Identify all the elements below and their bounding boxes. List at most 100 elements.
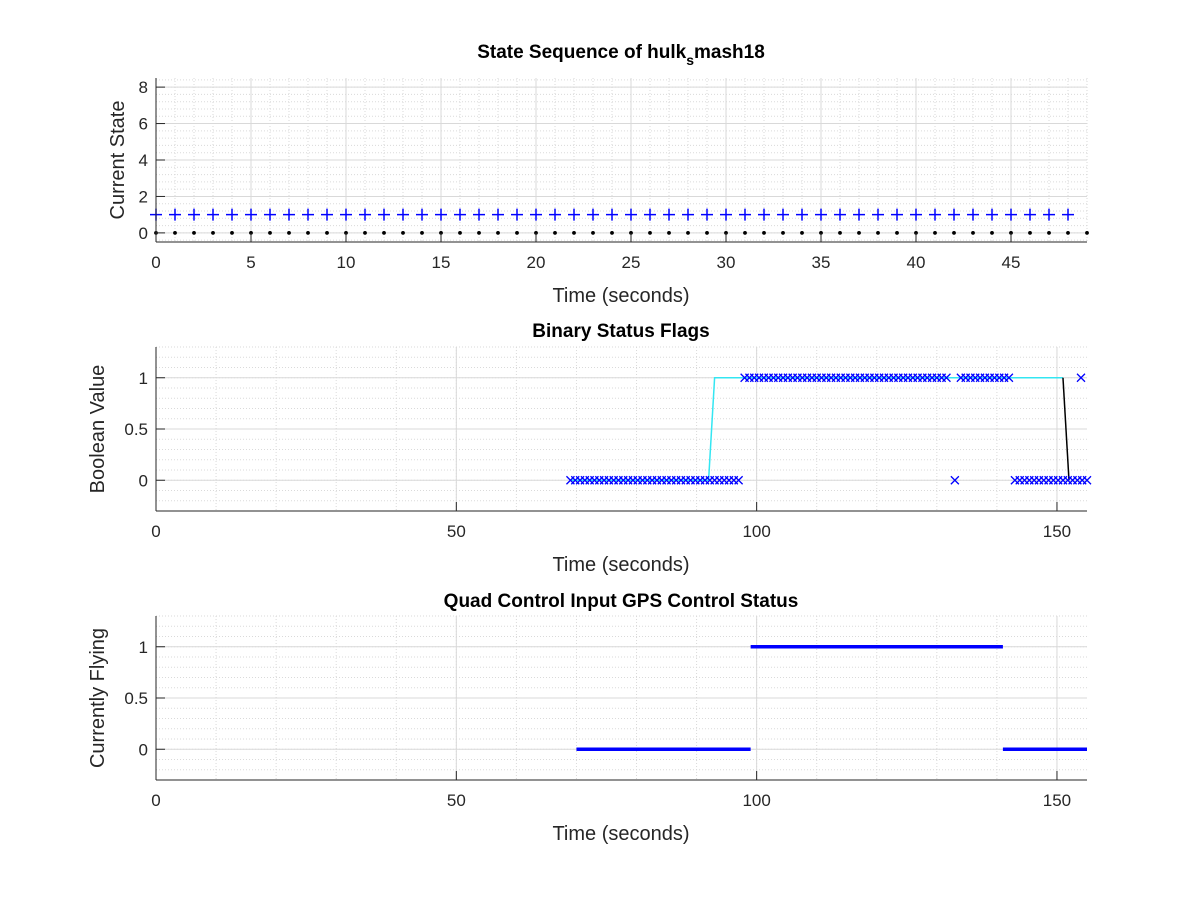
subplot-1-series-2-dot-marker [249, 230, 253, 235]
subplot-1-series-2-dot-marker [876, 230, 880, 235]
subplot-1-series-1-plus-marker [853, 208, 865, 221]
subplot-1-series-2-dot-marker [895, 230, 899, 235]
subplot-1-series-1-plus-marker [302, 208, 314, 221]
subplot-2-xlabel: Time (seconds) [552, 554, 689, 576]
subplot-1-series-1-plus-marker [967, 208, 979, 221]
subplot-2-series-3-x-marker [1082, 475, 1092, 485]
subplot-1-series-1-plus-marker [663, 208, 675, 221]
subplot-1-title: State Sequence of hulksmash18 [477, 42, 765, 68]
subplot-1-y-tick-label: 2 [139, 187, 148, 206]
subplot-2-series-2-line [1062, 377, 1070, 481]
subplot-1-series-2-dot-marker [572, 230, 576, 235]
subplot-1-series-1-plus-marker [359, 208, 371, 221]
subplot-3-y-tick-label: 0.5 [124, 689, 148, 708]
subplot-2-title: Binary Status Flags [532, 321, 709, 342]
subplot-1-series-1-plus-marker [511, 208, 523, 221]
subplot-1-series-2-dot-marker [743, 230, 747, 235]
subplot-1-series-1-plus-marker [644, 208, 656, 221]
subplot-1-series-2-dot-marker [344, 230, 348, 235]
subplot-1-series-2-dot-marker [287, 230, 291, 235]
subplot-1-series-2-dot-marker [268, 230, 272, 235]
subplot-1-y-tick-label: 8 [139, 78, 148, 97]
subplot-2-axes: 0 50 100 150 0 0.5 1 [124, 346, 1092, 541]
subplot-2-series-3-x-marker [1004, 373, 1014, 383]
subplot-1-series-1-plus-marker [188, 208, 200, 221]
subplot-1-series-1-plus-marker [739, 208, 751, 221]
subplot-1-series-1-plus-marker [397, 208, 409, 221]
subplot-1-series-2-dot-marker [800, 230, 804, 235]
subplot-1-series-2-dot-marker [971, 230, 975, 235]
subplot-1-ylabel: Current State [107, 101, 129, 220]
subplot-1-series-2-dot-marker [648, 230, 652, 235]
subplot-1-series-2-dot-marker [173, 230, 177, 235]
subplot-binary-status: Binary Status Flags 0 50 100 150 0 0.5 1 Time … [87, 321, 1092, 576]
subplot-1-series-2-dot-marker [306, 230, 310, 235]
subplot-quad-control: Quad Control Input GPS Control Status 0 5… [87, 591, 1087, 845]
subplot-1-series-2-dot-marker [477, 230, 481, 235]
subplot-2-series-3-x-marker [1076, 373, 1086, 383]
subplot-1-series-1-plus-marker [777, 208, 789, 221]
subplot-1-x-tick-label: 5 [246, 253, 255, 272]
subplot-3-x-tick-label: 0 [151, 791, 160, 810]
subplot-1-series-1-plus-marker [492, 208, 504, 221]
subplot-1-series-1-plus-marker [758, 208, 770, 221]
subplot-1-series-2-dot-marker [382, 230, 386, 235]
subplot-1-series-1-plus-marker [264, 208, 276, 221]
subplot-1-series-1-plus-marker [948, 208, 960, 221]
subplot-1-series-2-dot-marker [1009, 230, 1013, 235]
subplot-1-series-2-dot-marker [762, 230, 766, 235]
subplot-1-series-1-plus-marker [986, 208, 998, 221]
subplot-1-series-2-dot-marker [952, 230, 956, 235]
subplot-1-series-2-dot-marker [439, 230, 443, 235]
subplot-3-title: Quad Control Input GPS Control Status [444, 591, 799, 612]
subplot-3-x-tick-label: 50 [447, 791, 466, 810]
subplot-1-series-1-plus-marker [872, 208, 884, 221]
subplot-1-series-1-plus-marker [796, 208, 808, 221]
subplot-1-series-2-dot-marker [838, 230, 842, 235]
subplot-1-x-tick-label: 40 [907, 253, 926, 272]
subplot-1-series-1-plus-marker [606, 208, 618, 221]
subplot-3-xlabel: Time (seconds) [552, 823, 689, 845]
subplot-3-y-tick-label: 1 [139, 638, 148, 657]
subplot-1-series-1-plus-marker [340, 208, 352, 221]
subplot-1-series-2-dot-marker [1085, 230, 1089, 235]
subplot-1-series-1-plus-marker [929, 208, 941, 221]
subplot-1-axes: 0 5 10 15 20 25 30 35 40 45 0 2 4 6 8 [139, 78, 1089, 272]
subplot-1-series-1-plus-marker [1024, 208, 1036, 221]
subplot-2-y-tick-label: 0 [139, 471, 148, 490]
subplot-1-series-2-dot-marker [230, 230, 234, 235]
subplot-1-series-1-plus-marker [815, 208, 827, 221]
subplot-1-series-1-plus-marker [473, 208, 485, 221]
subplot-1-series-2-dot-marker [667, 230, 671, 235]
subplot-1-series-1-plus-marker [1043, 208, 1055, 221]
subplot-1-x-tick-label: 10 [337, 253, 356, 272]
subplot-1-series-1-plus-marker [207, 208, 219, 221]
subplot-1-series-2-dot-marker [515, 230, 519, 235]
subplot-1-series-2-dot-marker [325, 230, 329, 235]
subplot-2-series-3-x-marker [941, 373, 951, 383]
subplot-1-series-1-plus-marker [625, 208, 637, 221]
subplot-1-series-2-dot-marker [211, 230, 215, 235]
subplot-1-series-1-plus-marker [834, 208, 846, 221]
subplot-1-series-2-dot-marker [781, 230, 785, 235]
subplot-1-series-2-dot-marker [933, 230, 937, 235]
subplot-state-sequence: State Sequence of hulksmash18 0 5 10 15 20 25… [107, 42, 1089, 307]
subplot-1-series-1-plus-marker [530, 208, 542, 221]
subplot-1-series-1-plus-marker [321, 208, 333, 221]
subplot-3-y-tick-label: 0 [139, 740, 148, 759]
subplot-1-series-1-plus-marker [568, 208, 580, 221]
subplot-1-series-1-plus-marker [891, 208, 903, 221]
subplot-1-series-1-plus-marker [587, 208, 599, 221]
subplot-3-ylabel: Currently Flying [87, 628, 109, 768]
subplot-1-series-1-plus-marker [169, 208, 181, 221]
subplot-1-series-1-plus-marker [720, 208, 732, 221]
subplot-2-x-tick-label: 0 [151, 522, 160, 541]
subplot-1-x-tick-label: 25 [622, 253, 641, 272]
subplot-1-x-tick-label: 35 [812, 253, 831, 272]
subplot-1-series-2-dot-marker [705, 230, 709, 235]
subplot-3-x-tick-label: 100 [742, 791, 770, 810]
subplot-1-series-2-dot-marker [914, 230, 918, 235]
subplot-1-x-tick-label: 45 [1002, 253, 1021, 272]
subplot-1-y-tick-label: 6 [139, 115, 148, 134]
subplot-1-series-2-dot-marker [1047, 230, 1051, 235]
